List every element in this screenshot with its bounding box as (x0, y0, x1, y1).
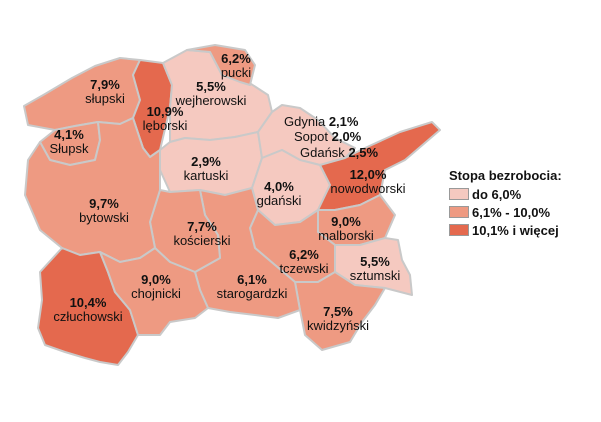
label-gdansk-value: 2,5% (348, 145, 379, 160)
label-bytowski-name: bytowski (79, 210, 129, 225)
label-wejherowski: 5,5% wejherowski (164, 80, 258, 108)
label-slupski-value: 7,9% (90, 77, 120, 92)
label-gdansk-name: Gdańsk (300, 145, 345, 160)
label-nowodworski-value: 12,0% (349, 167, 387, 182)
legend-item-high: 10,1% i więcej (449, 221, 562, 239)
label-nowodworski-name: nowodworski (330, 181, 406, 196)
label-slupsk: 4,1% Słupsk (38, 128, 100, 156)
label-sztumski: 5,5% sztumski (338, 255, 412, 283)
label-gdanski-value: 4,0% (264, 179, 294, 194)
region-chojnicki[interactable] (99, 247, 209, 336)
label-leborski-value: 10,9% (146, 104, 184, 119)
label-leborski-name: lęborski (142, 118, 188, 133)
label-koscierski: 7,7% kościerski (162, 220, 242, 248)
label-chojnicki: 9,0% chojnicki (118, 273, 194, 301)
label-koscierski-name: kościerski (173, 233, 231, 248)
legend-swatch-mid (449, 206, 469, 218)
legend-swatch-high (449, 224, 469, 236)
label-tczewski-value: 6,2% (289, 247, 319, 262)
label-wejherowski-name: wejherowski (175, 93, 247, 108)
label-malborski-name: malborski (318, 228, 374, 243)
label-malborski: 9,0% malborski (306, 215, 386, 243)
label-slupsk-name: Słupsk (49, 141, 89, 156)
label-pucki-value: 6,2% (221, 51, 251, 66)
label-gdynia: Gdynia 2,1% (284, 114, 358, 129)
label-kwidzynski: 7,5% kwidzyński (296, 305, 380, 333)
label-kartuski-value: 2,9% (191, 154, 221, 169)
label-pucki-name: pucki (220, 65, 252, 80)
label-pucki: 6,2% pucki (204, 52, 268, 80)
label-starogardzki: 6,1% starogardzki (204, 273, 300, 301)
label-tczewski-name: tczewski (279, 261, 329, 276)
label-kartuski: 2,9% kartuski (168, 155, 244, 183)
legend-title: Stopa bezrobocia: (449, 168, 562, 183)
label-czluchowski: 10,4% człuchowski (36, 296, 140, 324)
region-kwidzynski[interactable] (294, 271, 386, 351)
label-sztumski-value: 5,5% (360, 254, 390, 269)
label-gdynia-name: Gdynia (284, 114, 326, 129)
legend-swatch-low (449, 188, 469, 200)
label-starogardzki-name: starogardzki (216, 286, 288, 301)
label-malborski-value: 9,0% (331, 214, 361, 229)
legend-item-low: do 6,0% (449, 185, 562, 203)
label-gdansk: Gdańsk 2,5% (300, 145, 378, 160)
label-gdanski-name: gdański (256, 193, 302, 208)
label-czluchowski-name: człuchowski (53, 309, 123, 324)
label-gdynia-value: 2,1% (328, 114, 359, 129)
label-wejherowski-value: 5,5% (196, 79, 226, 94)
legend-label-low: do 6,0% (472, 186, 522, 202)
label-tczewski: 6,2% tczewski (266, 248, 342, 276)
label-slupski: 7,9% słupski (68, 78, 142, 106)
label-kartuski-name: kartuski (183, 168, 229, 183)
legend-item-mid: 6,1% - 10,0% (449, 203, 562, 221)
label-slupsk-value: 4,1% (54, 127, 84, 142)
label-sopot: Sopot 2,0% (294, 129, 361, 144)
label-sopot-name: Sopot (294, 129, 328, 144)
label-slupski-name: słupski (85, 91, 125, 106)
label-koscierski-value: 7,7% (187, 219, 217, 234)
label-leborski: 10,9% lęborski (130, 105, 200, 133)
label-bytowski: 9,7% bytowski (66, 197, 142, 225)
label-sopot-value: 2,0% (331, 129, 362, 144)
label-nowodworski: 12,0% nowodworski (316, 168, 420, 196)
region-bytowski[interactable] (24, 117, 161, 263)
label-czluchowski-value: 10,4% (69, 295, 107, 310)
label-sztumski-name: sztumski (349, 268, 401, 283)
legend-label-high: 10,1% i więcej (472, 222, 559, 238)
label-kwidzynski-name: kwidzyński (306, 318, 370, 333)
region-pucki[interactable] (186, 44, 256, 86)
legend: Stopa bezrobocia: do 6,0% 6,1% - 10,0% 1… (449, 168, 562, 239)
label-starogardzki-value: 6,1% (237, 272, 267, 287)
label-chojnicki-name: chojnicki (131, 286, 181, 301)
label-kwidzynski-value: 7,5% (323, 304, 353, 319)
legend-label-mid: 6,1% - 10,0% (472, 204, 551, 220)
label-bytowski-value: 9,7% (89, 196, 119, 211)
label-chojnicki-value: 9,0% (141, 272, 171, 287)
label-gdanski: 4,0% gdański (244, 180, 314, 208)
